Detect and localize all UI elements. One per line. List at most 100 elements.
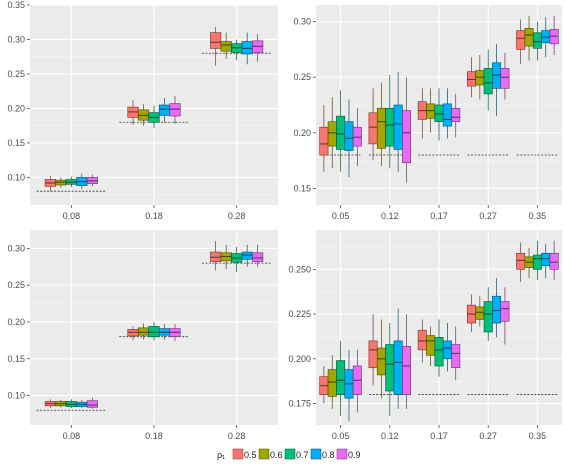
box-0.8 <box>541 30 551 44</box>
x-tick-label: 0.08 <box>63 211 81 221</box>
box-0.8 <box>541 252 551 267</box>
box-0.5 <box>368 340 378 369</box>
box-0.6 <box>426 103 436 119</box>
legend-label: 0.9 <box>348 450 361 460</box>
x-tick-label: 0.17 <box>430 211 448 221</box>
box-0.6 <box>475 306 485 320</box>
box-0.9 <box>402 345 412 395</box>
box-0.8 <box>344 121 354 151</box>
x-tick-label: 0.27 <box>479 431 497 441</box>
box-0.6 <box>327 369 337 397</box>
y-tick-label: 0.30 <box>293 17 311 27</box>
box-0.6 <box>426 335 436 356</box>
x-tick-label: 0.17 <box>430 431 448 441</box>
y-tick-label: 0.20 <box>7 103 25 113</box>
legend-item-0.9: 0.9 <box>336 448 361 460</box>
legend-label: 0.7 <box>296 450 309 460</box>
panels: 0.10 0.15 0.20 0.25 0.30 0.35 0.08 0.18 0.28 0.15… <box>7 0 562 441</box>
box-0.9 <box>549 252 559 270</box>
legend-item-0.8: 0.8 <box>310 448 335 460</box>
y-tick-label: 0.225 <box>288 309 311 319</box>
legend-label: 0.5 <box>244 450 257 460</box>
legend: ρ₁ 0.5 0.6 0.7 0.8 0.9 <box>217 448 361 460</box>
y-tick-label: 0.25 <box>7 69 25 79</box>
box-0.7 <box>336 360 346 395</box>
box-0.8 <box>158 104 171 116</box>
box-0.7 <box>532 32 542 49</box>
y-tick-label: 0.200 <box>288 354 311 364</box>
box-0.6 <box>376 108 386 149</box>
legend-key <box>232 448 244 460</box>
panel-top-left: 0.10 0.15 0.20 0.25 0.30 0.35 0.08 0.18 0.28 <box>7 0 278 221</box>
x-tick-label: 0.18 <box>145 211 163 221</box>
box-0.8 <box>393 340 403 395</box>
legend-key <box>336 448 348 460</box>
box-0.6 <box>137 327 150 336</box>
box-0.8 <box>492 295 502 324</box>
box-0.7 <box>434 337 444 367</box>
legend-key <box>284 448 296 460</box>
x-tick-label: 0.35 <box>529 211 547 221</box>
box-0.8 <box>442 103 452 127</box>
box-0.9 <box>169 103 181 117</box>
x-tick-label: 0.18 <box>145 431 163 441</box>
y-tick-label: 0.15 <box>293 183 311 193</box>
box-0.9 <box>500 68 510 89</box>
y-tick-label: 0.15 <box>7 354 25 364</box>
box-0.8 <box>393 104 403 150</box>
box-0.9 <box>252 252 264 262</box>
x-tick-label: 0.35 <box>529 431 547 441</box>
box-0.9 <box>86 400 98 408</box>
y-tick-label: 0.35 <box>7 0 25 10</box>
panel-top-right: 0.15 0.20 0.25 0.30 0.05 0.12 0.17 0.27 0.35 <box>293 5 562 221</box>
box-0.7 <box>385 344 395 392</box>
box-0.5 <box>210 32 222 49</box>
box-0.7 <box>385 108 395 147</box>
x-tick-label: 0.05 <box>332 431 350 441</box>
box-0.9 <box>451 108 461 122</box>
legend-item-0.6: 0.6 <box>258 448 283 460</box>
box-0.5 <box>417 329 427 351</box>
legend-title: ρ₁ <box>217 450 225 460</box>
panel-bottom-right: 0.175 0.200 0.225 0.250 0.05 0.12 0.17 0.27 0.35 <box>288 230 562 441</box>
y-tick-label: 0.175 <box>288 399 311 409</box>
box-0.8 <box>241 41 253 55</box>
y-tick-label: 0.25 <box>7 280 25 290</box>
box-0.8 <box>442 340 452 360</box>
legend-key <box>258 448 270 460</box>
y-tick-label: 0.30 <box>7 243 25 253</box>
legend-key <box>310 448 322 460</box>
box-0.7 <box>532 254 542 270</box>
box-0.7 <box>483 68 493 95</box>
box-0.8 <box>492 62 502 89</box>
legend-item-0.7: 0.7 <box>284 448 309 460</box>
y-tick-label: 0.10 <box>7 391 25 401</box>
box-0.6 <box>327 121 337 147</box>
panel-bottom-left: 0.10 0.15 0.20 0.25 0.30 0.08 0.18 0.28 <box>7 229 278 441</box>
x-tick-label: 0.05 <box>332 211 350 221</box>
box-0.5 <box>368 112 378 145</box>
box-0.5 <box>516 30 526 50</box>
box-0.7 <box>434 104 444 122</box>
y-tick-label: 0.20 <box>293 128 311 138</box>
x-tick-label: 0.28 <box>228 211 246 221</box>
x-tick-label: 0.28 <box>228 431 246 441</box>
box-0.6 <box>220 41 232 52</box>
box-0.7 <box>483 301 493 333</box>
legend-label: 0.8 <box>322 450 335 460</box>
legend-label: 0.6 <box>270 450 283 460</box>
y-tick-label: 0.10 <box>7 172 25 182</box>
y-tick-label: 0.25 <box>293 72 311 82</box>
y-tick-label: 0.250 <box>288 264 311 274</box>
box-0.6 <box>376 347 386 376</box>
box-0.5 <box>319 126 329 156</box>
box-0.9 <box>451 344 461 369</box>
box-0.8 <box>241 251 253 260</box>
y-tick-label: 0.30 <box>7 34 25 44</box>
x-tick-label: 0.12 <box>381 211 399 221</box>
box-0.5 <box>516 252 526 270</box>
x-tick-label: 0.27 <box>479 211 497 221</box>
box-0.5 <box>466 71 476 87</box>
box-0.6 <box>475 70 485 86</box>
